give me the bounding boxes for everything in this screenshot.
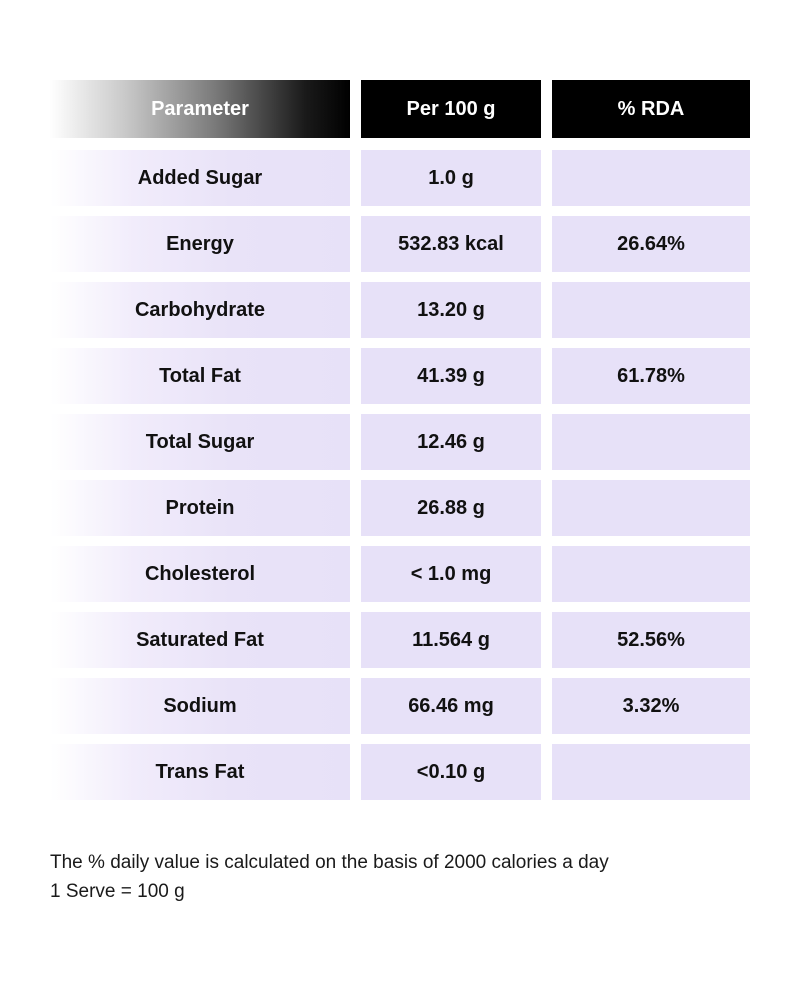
parameter-cell: Sodium — [50, 678, 350, 734]
parameter-cell: Total Sugar — [50, 414, 350, 470]
footnote-rda-basis: The % daily value is calculated on the b… — [50, 852, 609, 873]
parameter-cell: Total Fat — [50, 348, 350, 404]
table-row: Protein 26.88 g — [50, 480, 750, 536]
header-parameter: Parameter — [50, 80, 350, 138]
per-100g-cell: 12.46 g — [361, 414, 541, 470]
per-100g-cell: 26.88 g — [361, 480, 541, 536]
table-row: Added Sugar 1.0 g — [50, 150, 750, 206]
rda-cell — [552, 414, 750, 470]
parameter-cell: Cholesterol — [50, 546, 350, 602]
table-header-row: Parameter Per 100 g % RDA — [50, 80, 750, 138]
footnote: The % daily value is calculated on the b… — [50, 848, 609, 906]
table-row: Sodium 66.46 mg 3.32% — [50, 678, 750, 734]
rda-cell — [552, 480, 750, 536]
table-row: Cholesterol < 1.0 mg — [50, 546, 750, 602]
table-row: Total Sugar 12.46 g — [50, 414, 750, 470]
parameter-cell: Saturated Fat — [50, 612, 350, 668]
parameter-cell: Energy — [50, 216, 350, 272]
table-row: Energy 532.83 kcal 26.64% — [50, 216, 750, 272]
table-row: Trans Fat <0.10 g — [50, 744, 750, 800]
parameter-cell: Trans Fat — [50, 744, 350, 800]
table-row: Saturated Fat 11.564 g 52.56% — [50, 612, 750, 668]
nutrition-table: Parameter Per 100 g % RDA Added Sugar 1.… — [50, 80, 750, 810]
rda-cell: 26.64% — [552, 216, 750, 272]
parameter-cell: Carbohydrate — [50, 282, 350, 338]
parameter-cell: Protein — [50, 480, 350, 536]
parameter-cell: Added Sugar — [50, 150, 350, 206]
per-100g-cell: 66.46 mg — [361, 678, 541, 734]
rda-cell — [552, 282, 750, 338]
per-100g-cell: <0.10 g — [361, 744, 541, 800]
footnote-serve-size: 1 Serve = 100 g — [50, 881, 185, 902]
per-100g-cell: 532.83 kcal — [361, 216, 541, 272]
table-row: Carbohydrate 13.20 g — [50, 282, 750, 338]
per-100g-cell: < 1.0 mg — [361, 546, 541, 602]
rda-cell: 3.32% — [552, 678, 750, 734]
rda-cell — [552, 546, 750, 602]
per-100g-cell: 1.0 g — [361, 150, 541, 206]
rda-cell: 61.78% — [552, 348, 750, 404]
header-per-100g: Per 100 g — [361, 80, 541, 138]
rda-cell: 52.56% — [552, 612, 750, 668]
per-100g-cell: 41.39 g — [361, 348, 541, 404]
header-rda: % RDA — [552, 80, 750, 138]
per-100g-cell: 13.20 g — [361, 282, 541, 338]
rda-cell — [552, 150, 750, 206]
rda-cell — [552, 744, 750, 800]
table-row: Total Fat 41.39 g 61.78% — [50, 348, 750, 404]
per-100g-cell: 11.564 g — [361, 612, 541, 668]
